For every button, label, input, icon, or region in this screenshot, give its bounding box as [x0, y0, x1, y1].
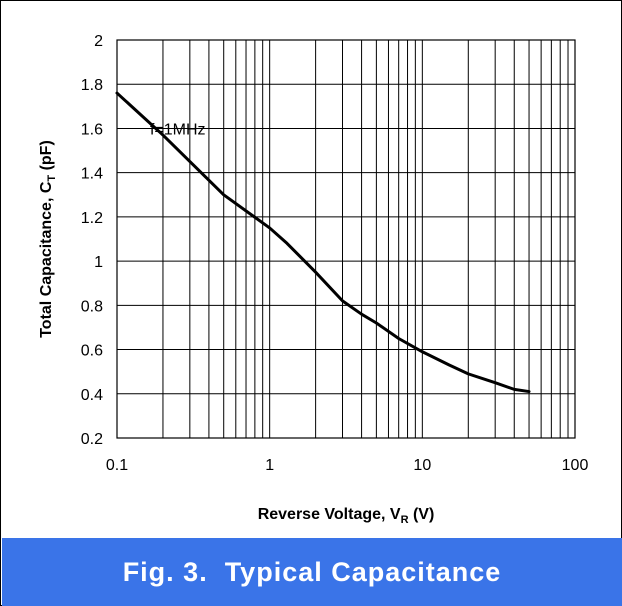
y-tick-label: 0.2 — [81, 431, 103, 448]
y-axis-title-main: Total Capacitance, C — [38, 181, 55, 338]
y-axis-title-sub: T — [46, 175, 58, 182]
x-axis-title: Reverse Voltage, VR (V) — [258, 506, 435, 526]
x-axis-title-main: Reverse Voltage, V — [258, 506, 401, 523]
y-tick-label: 0.6 — [81, 343, 103, 360]
y-tick-label: 1.2 — [81, 210, 103, 227]
x-axis-title-sub: R — [401, 514, 409, 526]
y-tick-label: 1.4 — [81, 166, 103, 183]
capacitance-curve — [115, 91, 531, 394]
caption-bar: Fig. 3. Typical Capacitance — [2, 538, 622, 606]
chart: 0.2 0.4 0.6 0.8 1 1.2 1.4 1.6 1.8 2 0.1 1 10 100 f=1M… — [38, 33, 589, 526]
y-axis-title-unit: (pF) — [38, 140, 55, 175]
tick-labels: 0.2 0.4 0.6 0.8 1 1.2 1.4 1.6 1.8 2 0.1 1 10 100 — [81, 33, 589, 474]
x-axis-title-unit: (V) — [409, 506, 435, 523]
y-tick-label: 2 — [94, 33, 103, 50]
frequency-annotation: f=1MHz — [150, 121, 206, 138]
y-tick-label: 1.6 — [81, 121, 103, 138]
figure-caption: Fig. 3. Typical Capacitance — [122, 556, 502, 587]
x-tick-label: 0.1 — [106, 457, 128, 474]
y-axis-title: Total Capacitance, CT (pF) — [38, 140, 58, 338]
grid-lines — [117, 40, 575, 438]
x-tick-label: 1 — [265, 457, 274, 474]
plot-area-border — [116, 39, 576, 439]
y-tick-label: 0.4 — [81, 387, 103, 404]
y-tick-label: 1.8 — [81, 77, 103, 94]
x-tick-label: 10 — [413, 457, 431, 474]
x-tick-label: 100 — [562, 457, 589, 474]
y-tick-label: 0.8 — [81, 298, 103, 315]
y-tick-label: 1 — [94, 254, 103, 271]
